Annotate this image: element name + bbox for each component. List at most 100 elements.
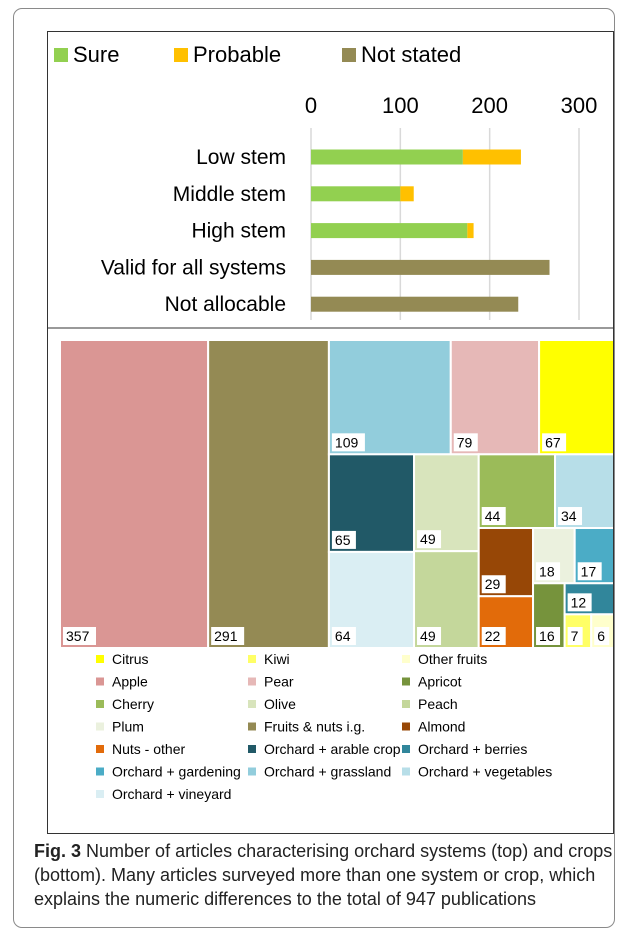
- treemap-legend-swatch-almond: [402, 722, 410, 731]
- treemap-legend-swatch-nuts-other: [96, 745, 104, 753]
- treemap-legend-label-orchard-vegetables: Orchard + vegetables: [418, 764, 552, 780]
- treemap-legend-swatch-kiwi: [248, 655, 256, 663]
- treemap-value-olive: 49: [420, 531, 436, 547]
- treemap-value-box-orchard-berries: [567, 593, 592, 612]
- x-tick-100: 100: [382, 93, 419, 118]
- treemap-value-pear: 79: [457, 434, 473, 450]
- treemap-legend-swatch-orchard-vineyard: [96, 790, 104, 798]
- bar-low-stem-sure: [311, 149, 463, 165]
- treemap-value-box-orchard-vineyard: [331, 627, 356, 645]
- treemap-legend-label-cherry: Cherry: [112, 696, 154, 712]
- treemap-value-fruits-nuts-i-g: 291: [214, 628, 238, 644]
- bar-high-stem-probable: [467, 223, 474, 239]
- treemap-legend-swatch-plum: [96, 722, 104, 731]
- figure-frame: Sure Probable Not stated 0 100 200 300 Low st…: [13, 8, 616, 928]
- legend-swatch-probable: [174, 48, 188, 62]
- treemap-legend-label-plum: Plum: [112, 719, 144, 735]
- treemap-value-kiwi: 7: [571, 628, 579, 644]
- treemap-value-orchard-berries: 12: [571, 594, 587, 610]
- treemap-value-box-apricot: [536, 627, 561, 645]
- treemap-legend-swatch-orchard-vegetables: [402, 767, 410, 776]
- treemap-legend-label-apple: Apple: [112, 674, 148, 690]
- treemap-legend-swatch-orchard-gardening: [96, 767, 104, 776]
- treemap-cell-fruits-nuts-i-g: [207, 339, 330, 649]
- legend-swatch-not-stated: [342, 48, 356, 62]
- x-tick-0: 0: [305, 93, 317, 118]
- treemap-legend-swatch-olive: [248, 700, 256, 708]
- treemap-legend-label-orchard-vineyard: Orchard + vineyard: [112, 786, 231, 802]
- treemap-legend: Citrus Kiwi Other fruits Apple Pear Apricot Ch…: [96, 651, 552, 802]
- treemap-value-box-olive: [417, 530, 442, 549]
- treemap-value-box-apple: [63, 627, 96, 645]
- category-label-not-allocable: Not allocable: [165, 293, 286, 316]
- treemap-legend-label-orchard-berries: Orchard + berries: [418, 741, 527, 757]
- treemap-value-citrus: 67: [545, 434, 561, 450]
- treemap: 357 291 109 79 67 65 64 49 49 44 34 29 22 18 17 16 12 7 6: [59, 339, 616, 650]
- treemap-legend-swatch-apricot: [402, 677, 410, 686]
- bar-middle-stem-sure: [311, 186, 401, 202]
- treemap-legend-swatch-cherry: [96, 700, 104, 708]
- treemap-value-box-kiwi: [567, 627, 583, 645]
- treemap-value-orchard-vegetables: 34: [561, 508, 577, 524]
- figure-svg: Sure Probable Not stated 0 100 200 300 Low st…: [48, 42, 616, 802]
- legend-label-probable: Probable: [193, 42, 281, 67]
- treemap-value-apricot: 16: [539, 628, 555, 644]
- treemap-value-box-other-fruits: [594, 627, 610, 645]
- bar-chart-legend: Sure Probable Not stated: [54, 42, 461, 67]
- treemap-value-box-plum: [536, 562, 561, 581]
- treemap-value-other-fruits: 6: [597, 628, 605, 644]
- caption-label: Fig. 3: [34, 841, 82, 861]
- treemap-value-orchard-gardening: 17: [581, 563, 597, 579]
- treemap-value-nuts-other: 22: [485, 628, 501, 644]
- treemap-value-box-orchard-grassland: [331, 433, 365, 452]
- bar-not-allocable-not-stated: [311, 296, 519, 312]
- treemap-value-cherry: 44: [485, 508, 501, 524]
- treemap-legend-label-pear: Pear: [264, 674, 294, 690]
- category-label-middle-stem: Middle stem: [173, 183, 286, 206]
- treemap-legend-label-citrus: Citrus: [112, 651, 149, 667]
- treemap-value-orchard-arable-crop: 65: [335, 532, 351, 548]
- treemap-legend-label-orchard-arable-crop: Orchard + arable crop: [264, 741, 401, 757]
- treemap-legend-swatch-apple: [96, 677, 104, 686]
- treemap-legend-label-fruits-nuts-i-g: Fruits & nuts i.g.: [264, 719, 365, 735]
- treemap-legend-label-peach: Peach: [418, 696, 458, 712]
- treemap-value-box-orchard-vegetables: [558, 507, 583, 526]
- treemap-legend-label-olive: Olive: [264, 696, 296, 712]
- treemap-legend-swatch-orchard-arable-crop: [248, 745, 256, 753]
- treemap-value-box-almond: [481, 575, 506, 594]
- treemap-legend-label-orchard-gardening: Orchard + gardening: [112, 764, 241, 780]
- treemap-value-box-orchard-gardening: [577, 562, 602, 581]
- caption-text: Number of articles characterising orchar…: [34, 841, 613, 909]
- treemap-legend-label-kiwi: Kiwi: [264, 651, 290, 667]
- treemap-value-orchard-grassland: 109: [335, 434, 359, 450]
- bar-low-stem-probable: [462, 149, 521, 165]
- bar-high-stem-sure: [311, 223, 468, 239]
- treemap-value-peach: 49: [420, 628, 436, 644]
- treemap-legend-label-orchard-grassland: Orchard + grassland: [264, 764, 391, 780]
- treemap-legend-swatch-pear: [248, 677, 256, 686]
- treemap-legend-label-almond: Almond: [418, 719, 465, 735]
- treemap-value-orchard-vineyard: 64: [335, 628, 351, 644]
- treemap-value-box-fruits-nuts-i-g: [211, 627, 245, 645]
- treemap-legend-swatch-peach: [402, 700, 410, 708]
- treemap-legend-swatch-fruits-nuts-i-g: [248, 722, 256, 731]
- treemap-legend-label-other-fruits: Other fruits: [418, 651, 487, 667]
- legend-label-sure: Sure: [73, 42, 119, 67]
- x-tick-200: 200: [471, 93, 508, 118]
- figure-box: Sure Probable Not stated 0 100 200 300 Low st…: [47, 31, 616, 834]
- treemap-value-almond: 29: [485, 576, 501, 592]
- treemap-value-apple: 357: [66, 628, 90, 644]
- bar-valid-for-all-systems-not-stated: [311, 259, 550, 275]
- category-label-low-stem: Low stem: [196, 146, 286, 169]
- treemap-legend-swatch-orchard-grassland: [248, 767, 256, 776]
- bar-chart-x-ticks: 0 100 200 300: [305, 93, 597, 118]
- treemap-value-box-peach: [417, 627, 442, 645]
- treemap-value-box-cherry: [481, 507, 506, 526]
- bar-chart-bars: [311, 149, 550, 312]
- treemap-legend-swatch-citrus: [96, 655, 104, 663]
- category-label-valid-for-all-systems: Valid for all systems: [101, 256, 286, 279]
- bar-middle-stem-probable: [400, 186, 414, 202]
- legend-swatch-sure: [54, 48, 68, 62]
- legend-label-not-stated: Not stated: [361, 42, 461, 67]
- figure-caption: Fig. 3 Number of articles characterising…: [34, 839, 624, 911]
